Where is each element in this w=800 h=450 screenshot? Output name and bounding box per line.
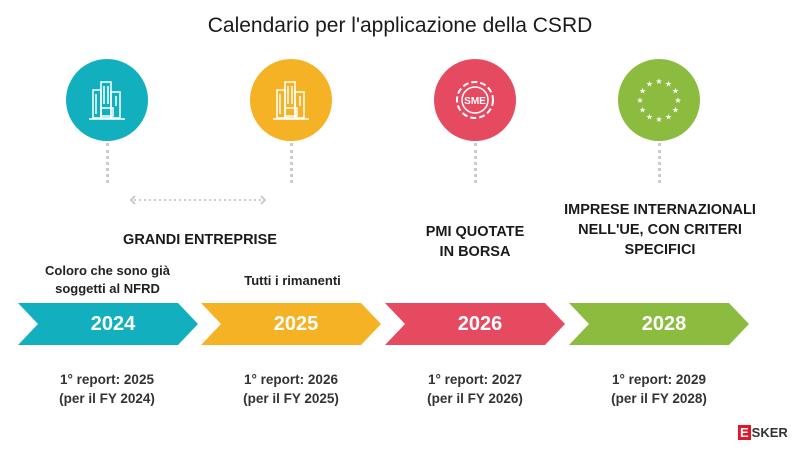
star-icon: ★ xyxy=(636,96,643,105)
connector-3 xyxy=(474,143,477,183)
star-icon: ★ xyxy=(655,115,662,124)
connector-2 xyxy=(290,143,293,183)
report-year: 1° report: 2025 xyxy=(60,372,154,387)
report-year: 1° report: 2026 xyxy=(244,372,338,387)
step-1-subtitle: Coloro che sono già soggetti al NFRD xyxy=(45,263,170,296)
star-icon: ★ xyxy=(639,106,646,115)
group-label: GRANDI ENTREPRISE xyxy=(123,232,277,248)
year-2024-chevron: 2024 xyxy=(18,303,200,345)
star-icon: ★ xyxy=(674,96,681,105)
year-label: 2028 xyxy=(641,313,687,335)
star-icon: ★ xyxy=(655,77,662,86)
star-icon: ★ xyxy=(665,112,672,121)
year-label: 2024 xyxy=(90,313,136,335)
page-title: Calendario per l'applicazione della CSRD xyxy=(207,14,593,37)
year-2028-chevron: 2028 xyxy=(569,303,751,345)
report-year: 1° report: 2027 xyxy=(428,372,522,387)
sme-icon-text: SME xyxy=(464,96,486,107)
esker-logo: E SKER xyxy=(738,425,788,440)
star-icon: ★ xyxy=(672,106,679,115)
year-2026-chevron: 2026 xyxy=(385,303,567,345)
report-fy: (per il FY 2025) xyxy=(243,391,339,406)
step-2-report: 1° report: 2026 (per il FY 2025) xyxy=(201,370,381,408)
step-4-report: 1° report: 2029 (per il FY 2028) xyxy=(569,370,749,408)
star-icon: ★ xyxy=(672,87,679,96)
connector-1 xyxy=(106,143,109,183)
star-icon: ★ xyxy=(646,80,653,89)
sme-gear-icon: SME xyxy=(456,81,494,119)
year-label: 2025 xyxy=(273,313,319,335)
office-buildings-icon xyxy=(89,81,125,120)
step-1-report: 1° report: 2025 (per il FY 2024) xyxy=(17,370,197,408)
connector-4 xyxy=(658,143,661,183)
step-3-report: 1° report: 2027 (per il FY 2026) xyxy=(385,370,565,408)
step-4-label: IMPRESE INTERNAZIONALI NELL'UE, CON CRIT… xyxy=(564,202,756,258)
star-icon: ★ xyxy=(639,87,646,96)
star-icon: ★ xyxy=(646,112,653,121)
report-fy: (per il FY 2028) xyxy=(611,391,707,406)
step-2-circle xyxy=(250,59,332,141)
report-fy: (per il FY 2026) xyxy=(427,391,523,406)
eu-stars-icon: ★★★★★★★★★ ★ ★★ xyxy=(636,77,681,124)
office-buildings-icon xyxy=(273,81,309,120)
range-arrow xyxy=(129,195,267,205)
year-2025-chevron: 2025 xyxy=(201,303,383,345)
step-2-subtitle: Tutti i rimanenti xyxy=(244,273,341,288)
step-1-circle xyxy=(66,59,148,141)
step-3-label: PMI QUOTATE IN BORSA xyxy=(425,224,525,260)
year-label: 2026 xyxy=(457,313,503,335)
report-fy: (per il FY 2024) xyxy=(59,391,155,406)
star-icon: ★ xyxy=(665,80,672,89)
step-3-circle: SME xyxy=(434,59,516,141)
report-year: 1° report: 2029 xyxy=(612,372,706,387)
step-4-circle: ★ ★ ★ ★ ★ ★ ★ ★ ★ ★ ★ ★ xyxy=(618,59,700,141)
